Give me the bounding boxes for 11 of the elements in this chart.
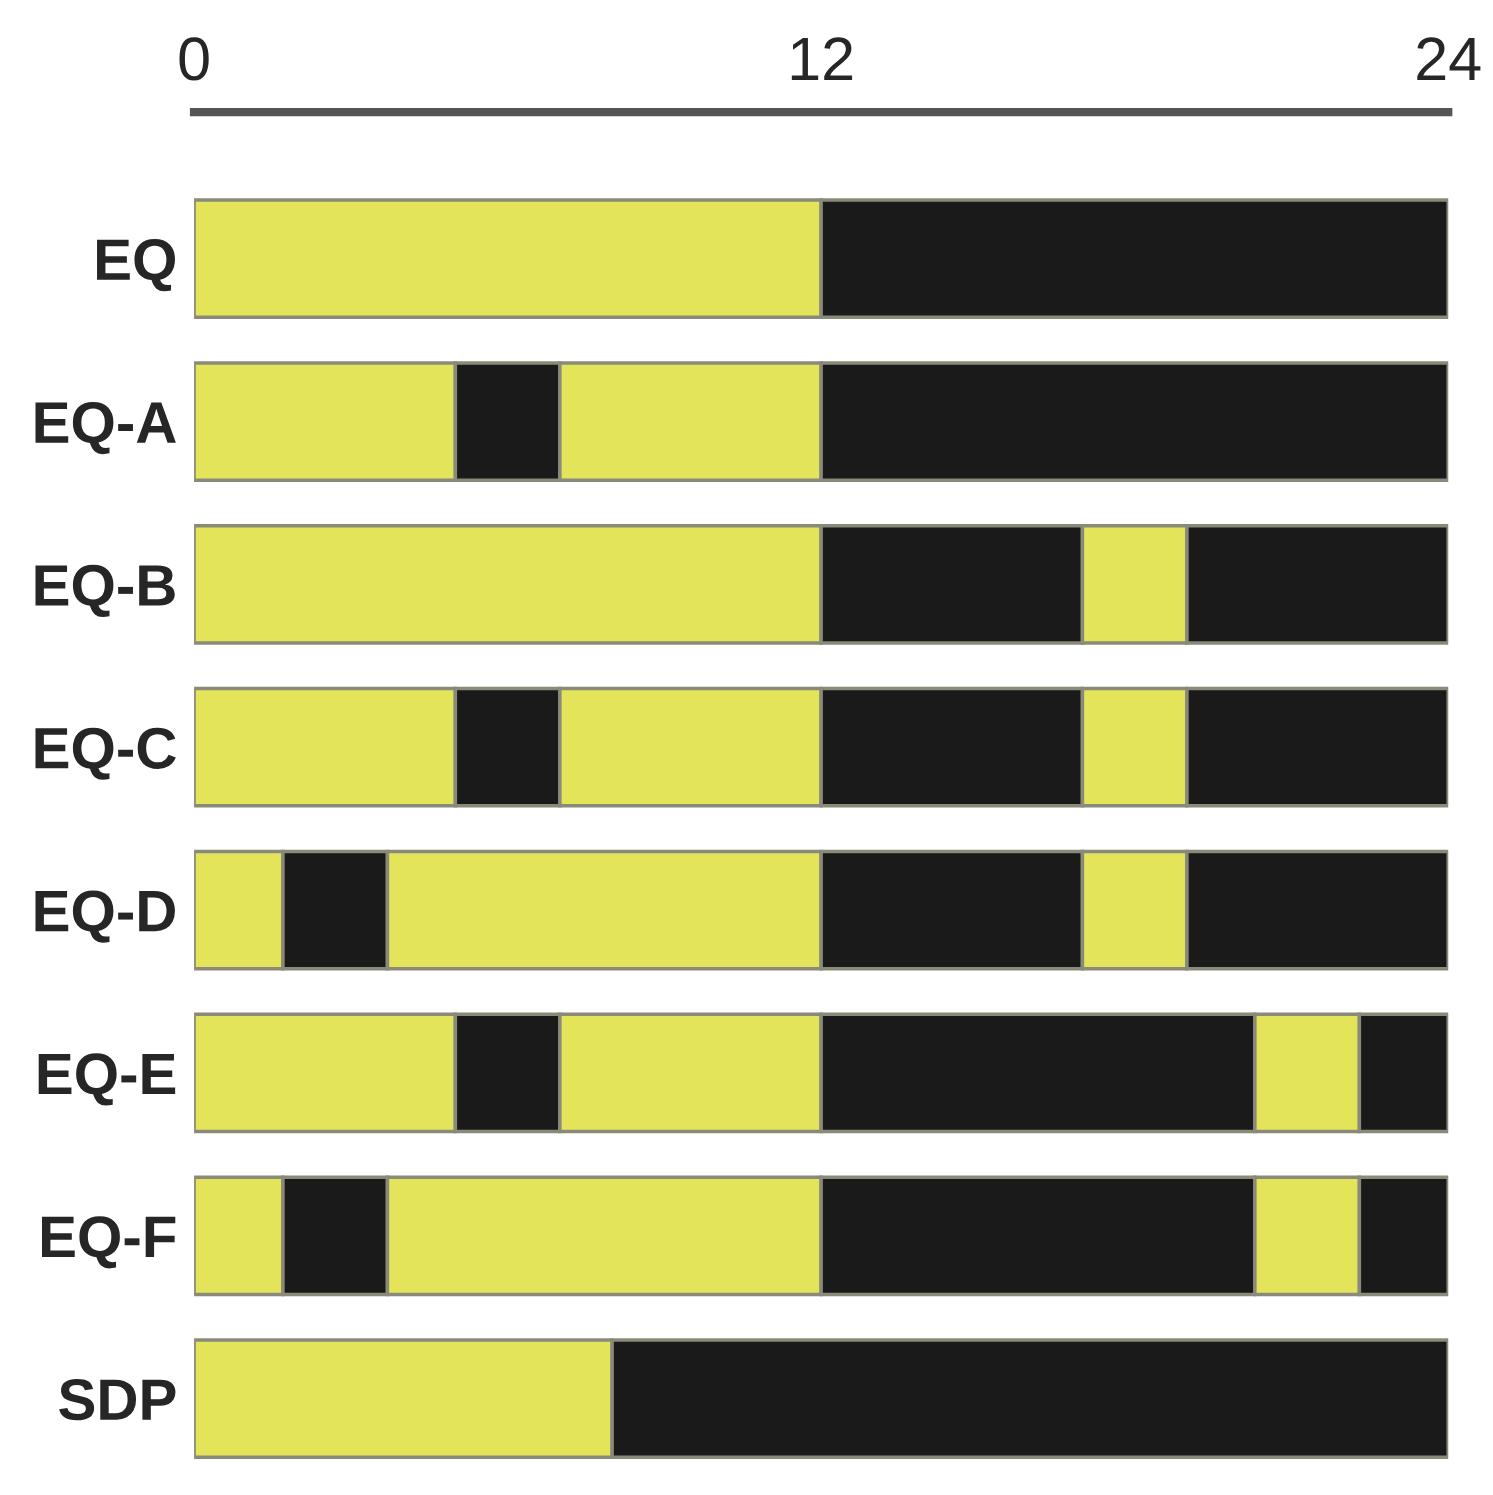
- y-tick-label: EQ-F: [41, 1216, 176, 1269]
- x-tick-label: 24: [1417, 37, 1481, 80]
- y-tick-label: EQ-B: [35, 564, 175, 617]
- y-tick-label: SDP: [59, 1379, 176, 1421]
- y-tick-label: EQ-C: [35, 727, 176, 780]
- y-tick-label: EQ: [97, 239, 175, 292]
- y-tick-label: EQ-D: [35, 890, 175, 943]
- y-tick-label: EQ-E: [38, 1053, 176, 1106]
- x-tick-label: 0: [179, 37, 209, 81]
- y-tick-label: EQ-A: [35, 401, 176, 455]
- x-tick-label: 12: [791, 37, 853, 80]
